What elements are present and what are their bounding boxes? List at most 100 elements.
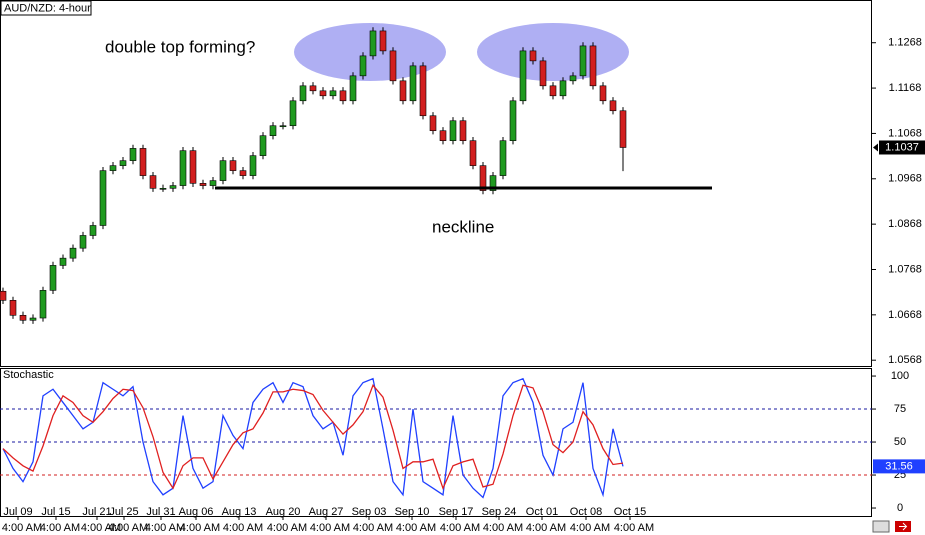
candle-body xyxy=(0,290,7,301)
candle-body xyxy=(429,115,437,132)
y-tick-label: 1.1068 xyxy=(888,127,922,139)
candle-body xyxy=(599,85,607,102)
x-tick-time: 4:00 AM xyxy=(267,522,307,534)
candle-body xyxy=(239,170,247,176)
y-tick-label: 1.0868 xyxy=(888,218,922,230)
y-tick-label: 1.1168 xyxy=(889,82,922,94)
candle-body xyxy=(619,110,627,148)
candle-body xyxy=(19,314,27,321)
candle-body xyxy=(9,300,17,316)
candle-body xyxy=(559,80,567,97)
x-tick-label: Sep 03 xyxy=(352,506,387,518)
arrow-icon xyxy=(899,522,908,531)
candle-body xyxy=(99,170,107,226)
highlight-ellipse xyxy=(477,23,629,81)
candle-body xyxy=(419,65,427,117)
x-tick-time: 4:00 AM xyxy=(614,522,654,534)
x-tick-time: 4:00 AM xyxy=(483,522,523,534)
candle-body xyxy=(399,80,407,102)
x-tick-time: 4:00 AM xyxy=(223,522,263,534)
candle-body xyxy=(409,65,417,102)
y-tick-label: 100 xyxy=(891,370,909,382)
candle-body xyxy=(569,75,577,82)
candle-body xyxy=(249,155,257,176)
candle-body xyxy=(349,75,357,102)
annotation: neckline xyxy=(432,217,494,236)
price-label-box xyxy=(879,140,925,155)
candle-body xyxy=(609,100,617,112)
candle-body xyxy=(439,130,447,141)
chart-title: AUD/NZD: 4-hour xyxy=(4,2,91,14)
price-marker xyxy=(873,143,878,152)
x-tick-time: 4:00 AM xyxy=(145,522,185,534)
candle-body xyxy=(529,50,537,62)
candle-body xyxy=(49,265,57,291)
scroll-icon[interactable] xyxy=(872,520,890,533)
x-tick-label: Aug 27 xyxy=(309,506,344,518)
x-tick-time: 4:00 AM xyxy=(180,522,220,534)
candle-body xyxy=(369,30,377,57)
candle-body xyxy=(109,165,117,171)
y-tick-label: 0 xyxy=(897,502,903,514)
title-box xyxy=(1,369,53,381)
x-tick-label: Jul 25 xyxy=(109,506,138,518)
candle-body xyxy=(159,188,167,190)
candle-body xyxy=(299,85,307,102)
candle-body xyxy=(119,160,127,166)
candle-body xyxy=(319,90,327,97)
candle-body xyxy=(279,125,287,128)
x-tick-time: 4:00 AM xyxy=(570,522,610,534)
candle-body xyxy=(289,100,297,127)
candle-body xyxy=(449,120,457,141)
value-label: 31.56 xyxy=(885,460,913,472)
x-tick-time: 4:00 AM xyxy=(40,522,80,534)
price-label: 1.1037 xyxy=(885,141,919,153)
candle-body xyxy=(549,85,557,97)
y-tick-label: 1.0968 xyxy=(888,173,922,185)
x-tick-label: Oct 01 xyxy=(526,506,558,518)
candle-body xyxy=(539,60,547,87)
x-tick-label: Jul 15 xyxy=(41,506,70,518)
candle-body xyxy=(499,140,507,176)
y-tick-label: 50 xyxy=(894,436,906,448)
x-tick-time: 4:00 AM xyxy=(353,522,393,534)
candle-body xyxy=(359,55,367,77)
x-tick-time: 4:00 AM xyxy=(81,522,121,534)
candle-body xyxy=(29,317,37,321)
y-tick-label: 1.0668 xyxy=(888,309,922,321)
stochastic-title: Stochastic xyxy=(3,369,54,381)
x-tick-label: Sep 17 xyxy=(439,506,474,518)
candle-body xyxy=(179,150,187,186)
y-tick-label: 75 xyxy=(894,403,906,415)
x-tick-label: Jul 09 xyxy=(3,506,32,518)
candle-body xyxy=(259,135,267,156)
x-tick-label: Jul 21 xyxy=(82,506,111,518)
x-tick-time: 4:00 AM xyxy=(396,522,436,534)
candle-body xyxy=(89,225,97,236)
x-tick-label: Aug 06 xyxy=(179,506,214,518)
candle-body xyxy=(269,125,277,136)
y-tick-label: 1.0568 xyxy=(888,354,922,366)
candle-body xyxy=(139,148,147,176)
candle-body xyxy=(389,50,397,82)
x-tick-time: 4:00 AM xyxy=(310,522,350,534)
candle-body xyxy=(479,165,487,191)
x-tick-label: Jul 31 xyxy=(146,506,175,518)
x-tick-label: Sep 10 xyxy=(395,506,430,518)
x-tick-time: 4:00 AM xyxy=(526,522,566,534)
candle-body xyxy=(459,120,467,141)
x-tick-label: Aug 13 xyxy=(222,506,257,518)
candle-body xyxy=(79,235,87,249)
x-tick-time: 4:00 AM xyxy=(2,522,42,534)
stochastic-line xyxy=(2,384,624,490)
x-tick-time: 4:00 AM xyxy=(108,522,148,534)
candle-body xyxy=(39,290,47,319)
candle-body xyxy=(189,150,197,184)
candle-body xyxy=(219,160,227,181)
candle-body xyxy=(209,180,217,186)
y-tick-label: 1.0768 xyxy=(888,263,922,275)
x-tick-label: Oct 15 xyxy=(614,506,646,518)
x-tick-label: Oct 08 xyxy=(570,506,602,518)
value-label-box xyxy=(873,459,925,474)
